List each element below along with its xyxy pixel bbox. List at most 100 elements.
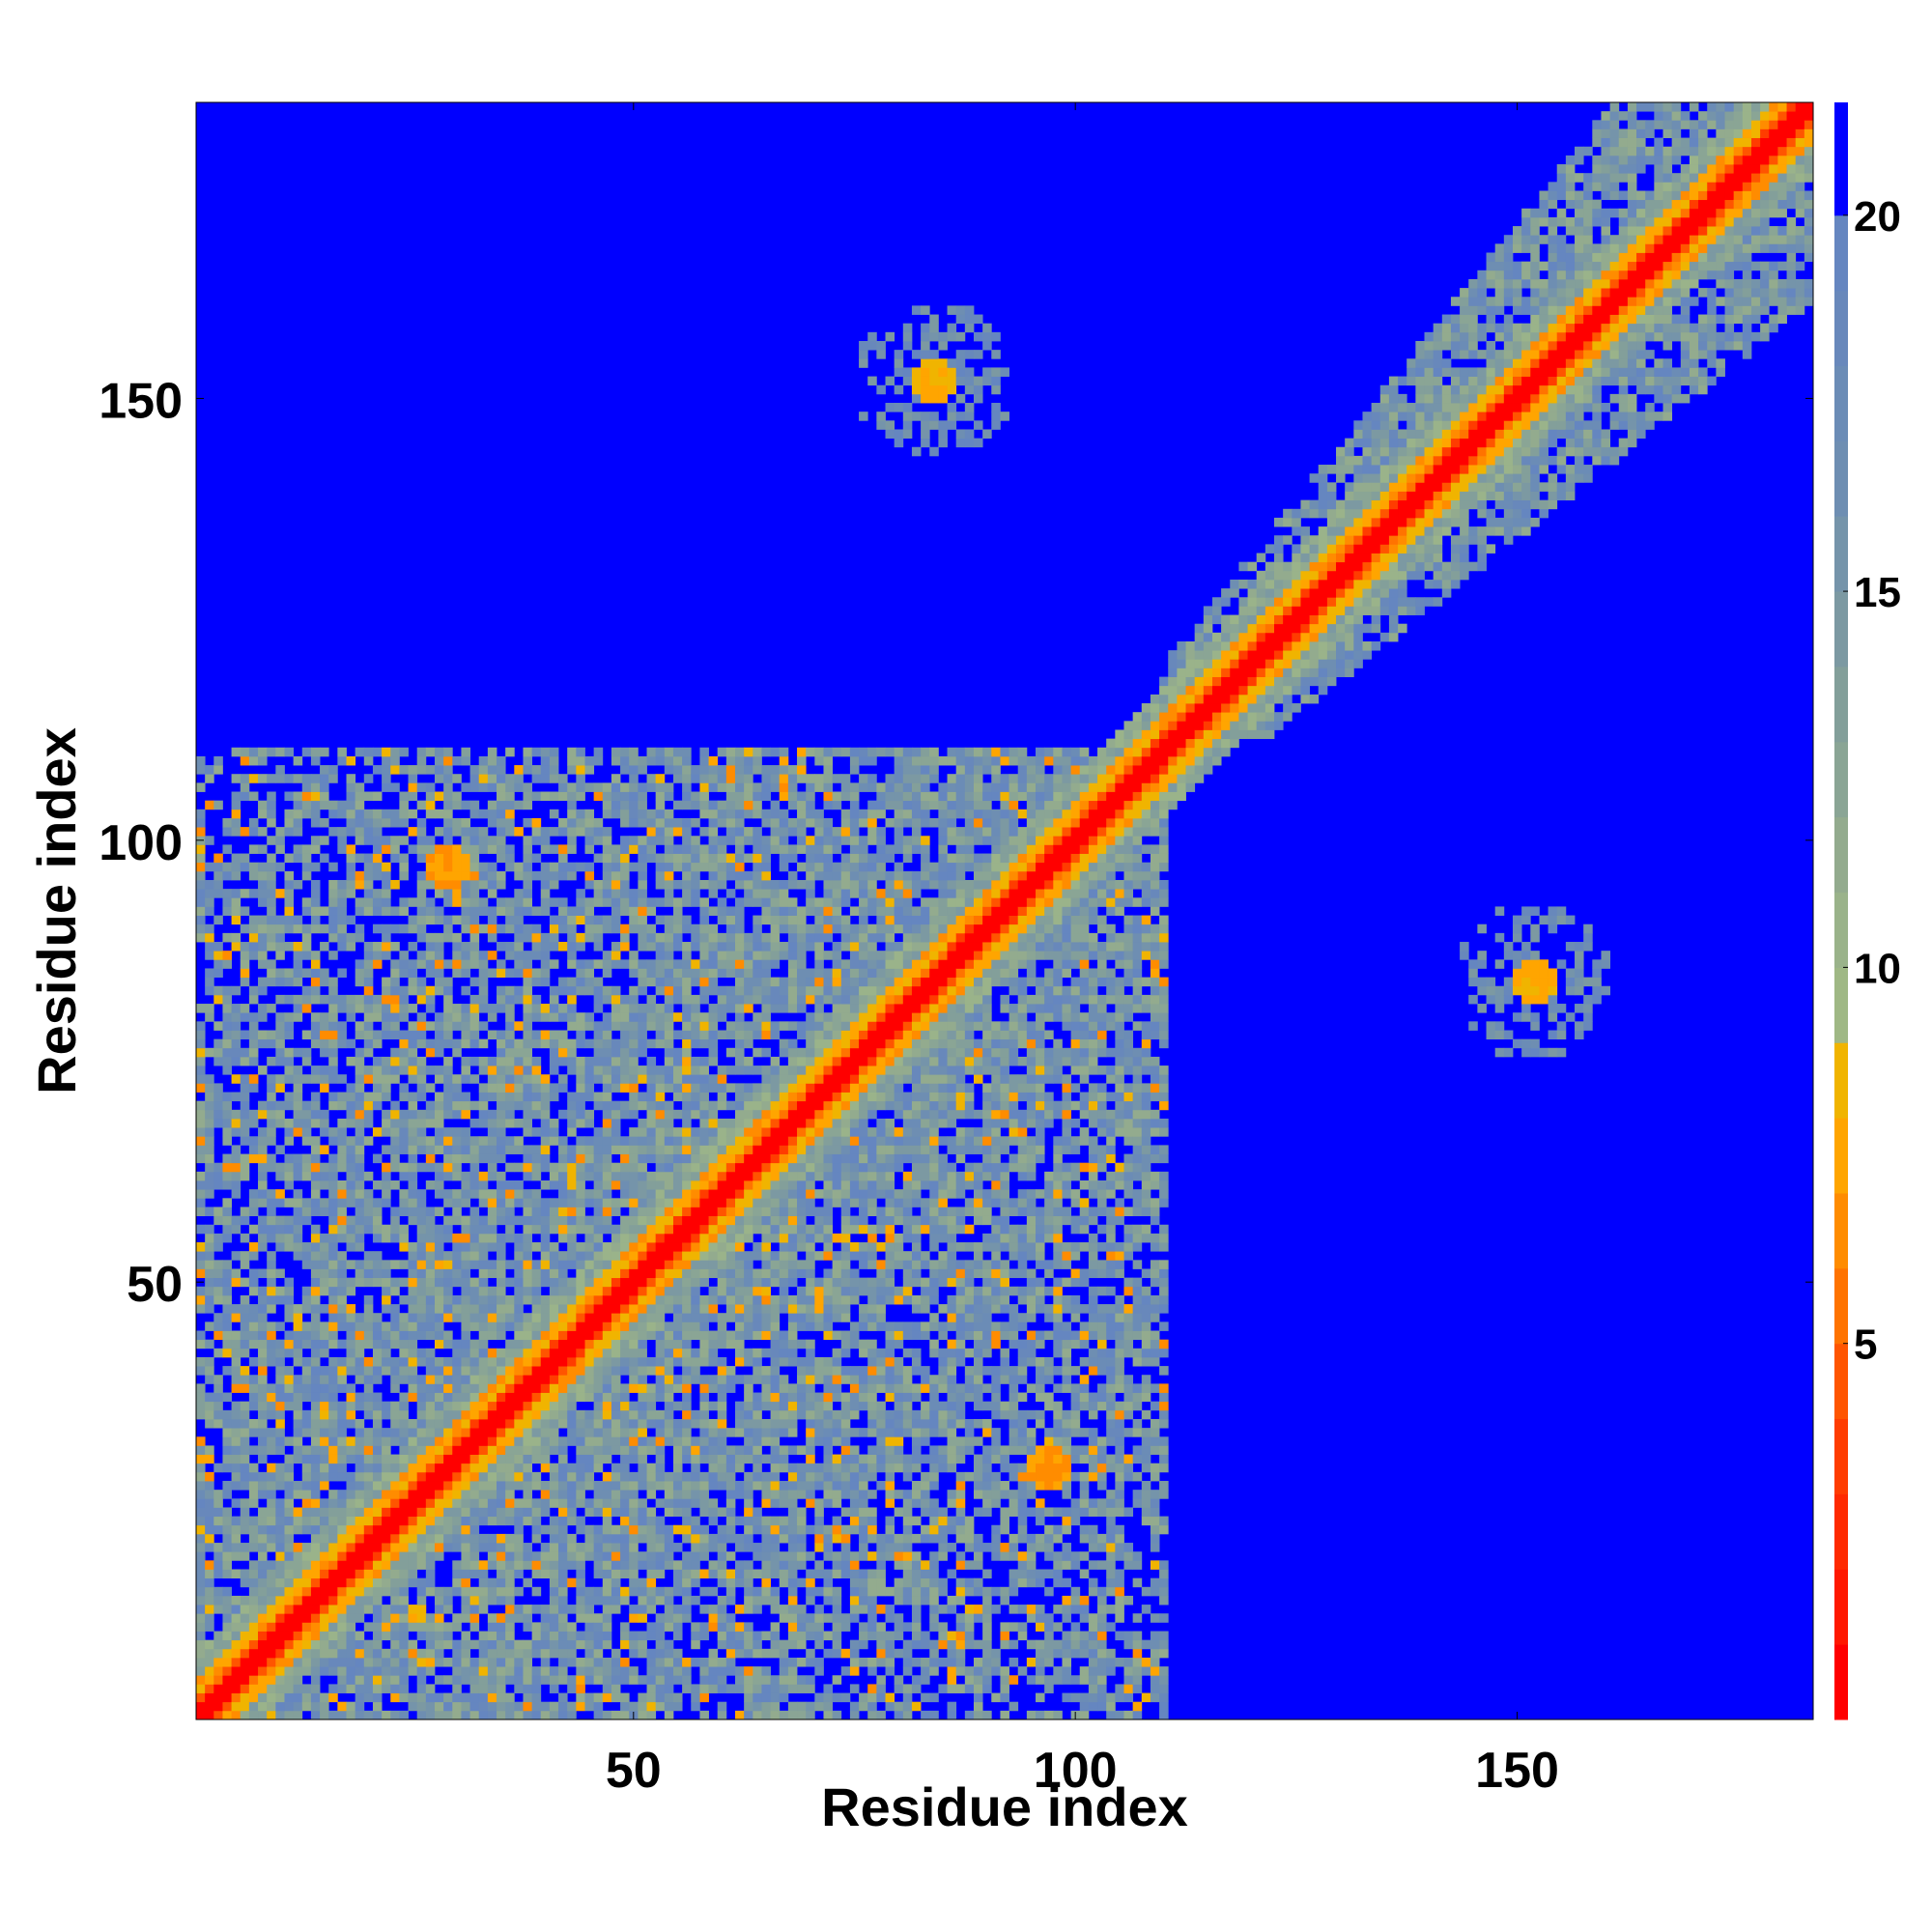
heatmap-cell <box>372 1490 383 1499</box>
heatmap-cell <box>267 1586 276 1597</box>
heatmap-cell <box>576 1436 585 1446</box>
heatmap-cell <box>293 1639 303 1650</box>
heatmap-cell <box>363 1321 374 1331</box>
heatmap-cell <box>461 1445 470 1455</box>
heatmap-cell <box>558 923 568 934</box>
heatmap-cell <box>310 1383 321 1393</box>
heatmap-cell <box>620 1074 630 1084</box>
heatmap-cell <box>682 879 692 890</box>
heatmap-cell <box>337 1145 347 1154</box>
heatmap-cell <box>408 1171 418 1181</box>
heatmap-cell <box>443 870 453 881</box>
heatmap-cell <box>301 1304 312 1314</box>
heatmap-cell <box>629 1047 639 1058</box>
heatmap-cell <box>222 1543 232 1552</box>
heatmap-cell <box>531 1207 542 1216</box>
heatmap-cell <box>196 1145 206 1154</box>
heatmap-cell <box>487 1030 497 1040</box>
heatmap-cell <box>416 1092 427 1102</box>
heatmap-cell <box>240 1454 250 1464</box>
heatmap-cell <box>382 1490 391 1499</box>
heatmap-cell <box>531 1056 542 1066</box>
heatmap-cell <box>469 1242 480 1252</box>
heatmap-cell <box>638 1118 647 1128</box>
heatmap-cell <box>646 1038 657 1049</box>
heatmap-cell <box>602 1454 612 1464</box>
heatmap-cell <box>638 1348 647 1358</box>
heatmap-cell <box>593 1004 604 1013</box>
heatmap-cell <box>258 1348 268 1358</box>
heatmap-cell <box>672 1666 683 1676</box>
heatmap-cell <box>682 1454 692 1464</box>
heatmap-cell <box>267 1109 276 1120</box>
heatmap-cell <box>505 906 515 916</box>
heatmap-cell <box>213 1383 223 1393</box>
heatmap-cell <box>611 1586 621 1597</box>
heatmap-cell <box>390 1631 400 1641</box>
heatmap-cell <box>443 889 453 898</box>
heatmap-cell <box>337 1428 347 1437</box>
heatmap-cell <box>478 1684 489 1693</box>
heatmap-cell <box>267 1321 276 1331</box>
heatmap-cell <box>523 1145 533 1154</box>
heatmap-cell <box>346 1162 356 1173</box>
heatmap-cell <box>443 1710 453 1720</box>
heatmap-cell <box>523 800 533 810</box>
heatmap-cell <box>346 1260 356 1269</box>
heatmap-cell <box>620 747 630 757</box>
heatmap-cell <box>593 1277 604 1288</box>
heatmap-cell <box>682 1551 692 1561</box>
heatmap-cell <box>222 1507 232 1518</box>
heatmap-cell <box>576 1409 585 1420</box>
heatmap-cell <box>620 1277 630 1288</box>
heatmap-cell <box>248 1047 259 1058</box>
heatmap-cell <box>196 1366 206 1376</box>
heatmap-cell <box>629 1251 639 1261</box>
heatmap-cell <box>540 1631 551 1641</box>
heatmap-cell <box>248 1074 259 1084</box>
heatmap-cell <box>258 977 268 987</box>
heatmap-cell <box>478 1418 489 1429</box>
heatmap-cell <box>399 1118 409 1128</box>
heatmap-cell <box>390 1162 400 1173</box>
heatmap-cell <box>452 1100 462 1111</box>
heatmap-cell <box>205 1092 214 1102</box>
heatmap-cell <box>664 994 674 1005</box>
heatmap-cell <box>505 1038 515 1049</box>
heatmap-cell <box>567 1383 577 1393</box>
heatmap-cell <box>620 1030 630 1040</box>
heatmap-cell <box>372 1180 383 1190</box>
heatmap-cell <box>425 1100 436 1111</box>
heatmap-cell <box>505 968 515 979</box>
heatmap-cell <box>523 1047 533 1058</box>
heatmap-cell <box>558 827 568 837</box>
heatmap-cell <box>497 755 506 766</box>
heatmap-cell <box>408 1516 418 1526</box>
heatmap-cell <box>629 1277 639 1288</box>
heatmap-cell <box>497 1613 506 1623</box>
heatmap-cell <box>363 1543 374 1552</box>
heatmap-cell <box>602 1622 612 1632</box>
heatmap-cell <box>523 1083 533 1093</box>
heatmap-cell <box>408 1100 418 1111</box>
heatmap-cell <box>434 985 444 996</box>
heatmap-cell <box>363 1065 374 1075</box>
heatmap-cell <box>461 942 470 952</box>
heatmap-cell <box>320 1569 329 1579</box>
heatmap-cell <box>382 1074 391 1084</box>
heatmap-cell <box>443 1631 453 1641</box>
heatmap-cell <box>443 1657 453 1667</box>
heatmap-cell <box>540 1092 551 1102</box>
heatmap-cell <box>469 1180 480 1190</box>
heatmap-cell <box>275 1375 285 1384</box>
heatmap-cell <box>222 1622 232 1632</box>
heatmap-cell <box>672 1560 683 1570</box>
heatmap-cell <box>531 1445 542 1455</box>
heatmap-cell <box>310 1392 321 1403</box>
heatmap-cell <box>602 889 612 898</box>
heatmap-cell <box>231 1074 242 1084</box>
heatmap-cell <box>390 1233 400 1243</box>
heatmap-cell <box>514 1145 524 1154</box>
heatmap-cell <box>664 915 674 925</box>
heatmap-cell <box>469 1313 480 1322</box>
